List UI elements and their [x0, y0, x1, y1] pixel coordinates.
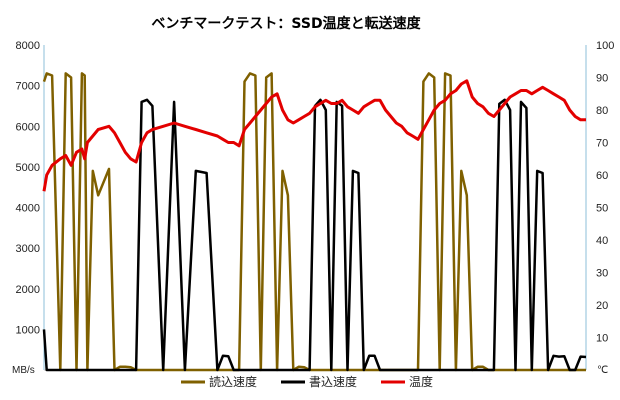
right-tick-label: 80 — [596, 105, 608, 117]
right-axis-unit: ℃ — [597, 365, 608, 376]
right-tick-label: 30 — [596, 268, 608, 280]
left-tick-label: 7000 — [16, 81, 40, 93]
left-axis-unit: MB/s — [12, 365, 35, 376]
grid — [43, 45, 587, 371]
right-tick-label: 50 — [596, 203, 608, 215]
series-line-2 — [42, 98, 587, 372]
right-tick-label: 10 — [596, 333, 608, 345]
legend-label: 読込速度 — [209, 374, 257, 389]
right-axis-ticks: 10 20 30 40 50 60 70 80 90 100 — [596, 40, 614, 345]
legend: 読込速度 書込速度 温度 — [181, 374, 433, 389]
legend-label: 温度 — [409, 374, 433, 389]
left-tick-label: 1000 — [16, 324, 40, 336]
series-line-3 — [42, 79, 586, 192]
series-layer — [42, 72, 587, 372]
right-tick-label: 100 — [596, 40, 614, 52]
left-tick-label: 5000 — [16, 162, 40, 174]
right-tick-label: 40 — [596, 235, 608, 247]
chart-title: ベンチマークテスト：SSD温度と転送速度 — [151, 15, 421, 32]
left-tick-label: 3000 — [16, 243, 40, 255]
left-tick-label: 2000 — [16, 284, 40, 296]
right-tick-label: 70 — [596, 138, 608, 150]
left-tick-label: 6000 — [16, 121, 40, 133]
right-tick-label: 60 — [596, 170, 608, 182]
right-tick-label: 20 — [596, 300, 608, 312]
legend-label: 書込速度 — [309, 374, 357, 389]
left-tick-label: 4000 — [16, 203, 40, 215]
right-tick-label: 90 — [596, 73, 608, 85]
left-axis-ticks: 1000 2000 3000 4000 5000 6000 7000 8000 — [16, 40, 40, 336]
left-tick-label: 8000 — [16, 40, 40, 52]
